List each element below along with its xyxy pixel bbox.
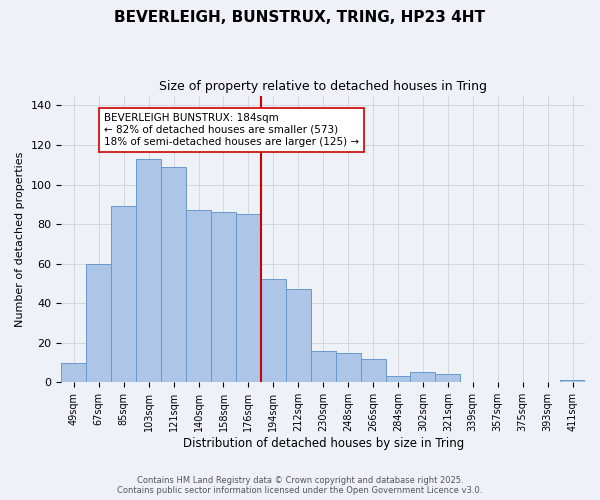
Bar [286,290,311,382]
Text: Contains HM Land Registry data © Crown copyright and database right 2025.
Contai: Contains HM Land Registry data © Crown c… [118,476,482,495]
Bar [186,210,211,382]
Bar [335,352,361,382]
Bar [311,350,335,382]
Bar [560,380,585,382]
Bar [161,167,186,382]
Title: Size of property relative to detached houses in Tring: Size of property relative to detached ho… [159,80,487,93]
Bar [436,374,460,382]
Text: BEVERLEIGH, BUNSTRUX, TRING, HP23 4HT: BEVERLEIGH, BUNSTRUX, TRING, HP23 4HT [115,10,485,25]
Bar [211,212,236,382]
Bar [361,358,386,382]
Bar [136,159,161,382]
Bar [86,264,111,382]
Bar [236,214,261,382]
Bar [410,372,436,382]
Bar [261,280,286,382]
Y-axis label: Number of detached properties: Number of detached properties [15,152,25,326]
Bar [386,376,410,382]
Text: BEVERLEIGH BUNSTRUX: 184sqm
← 82% of detached houses are smaller (573)
18% of se: BEVERLEIGH BUNSTRUX: 184sqm ← 82% of det… [104,114,359,146]
Bar [111,206,136,382]
Bar [61,362,86,382]
X-axis label: Distribution of detached houses by size in Tring: Distribution of detached houses by size … [182,437,464,450]
